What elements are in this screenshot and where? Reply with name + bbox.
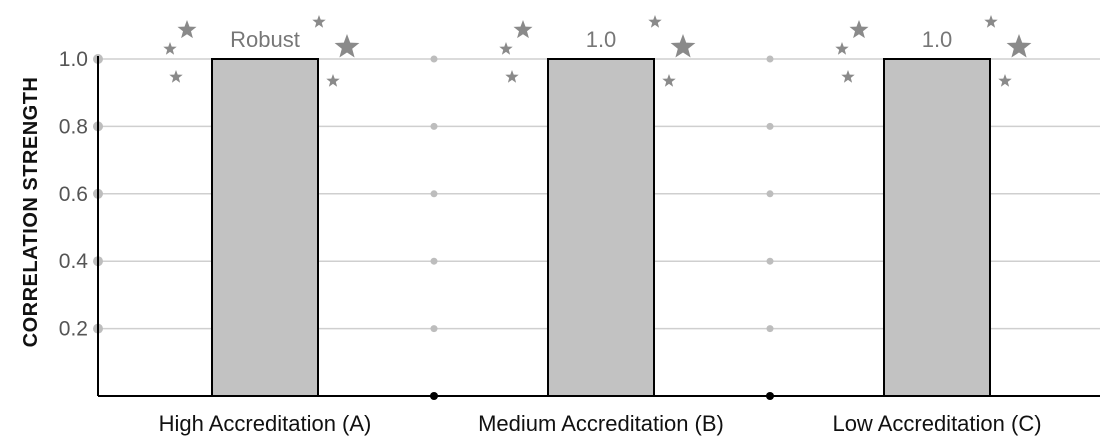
star-icon <box>662 74 676 87</box>
star-icon <box>1006 34 1032 58</box>
star-icon <box>499 42 513 55</box>
labels: 0.2 0.4 0.6 0.8 1.0 Robust High Accreditation … <box>59 27 1042 436</box>
y-axis-label: CORRELATION STRENGTH <box>20 77 42 348</box>
grid-dot <box>430 55 438 63</box>
bar-data-label: 1.0 <box>586 27 617 52</box>
grid-dot <box>766 257 774 265</box>
bar <box>211 58 319 397</box>
bar <box>547 58 655 397</box>
y-tick-label: 0.6 <box>59 183 88 206</box>
star-icon <box>849 20 869 39</box>
grid-dot <box>430 122 438 130</box>
bars <box>211 58 991 397</box>
star-icon <box>169 70 183 83</box>
axis-divider-dot <box>766 392 774 400</box>
y-tick-label: 0.2 <box>59 318 88 341</box>
axis-divider-dot <box>430 392 438 400</box>
grid-dot <box>766 55 774 63</box>
grid-dot <box>430 190 438 198</box>
grid-dot <box>766 190 774 198</box>
grid-dot <box>766 325 774 333</box>
y-tick-label: 0.4 <box>59 250 89 273</box>
star-icon <box>163 42 177 55</box>
y-tick-label: 0.8 <box>59 115 88 138</box>
star-icon <box>648 15 662 28</box>
star-icon <box>326 74 340 87</box>
bar-data-label: Robust <box>230 27 300 52</box>
grid-dot <box>766 122 774 130</box>
bar-data-label: 1.0 <box>922 27 953 52</box>
star-icon <box>513 20 533 39</box>
star-icon <box>984 15 998 28</box>
grid-dot <box>430 325 438 333</box>
star-decorations <box>163 15 1032 87</box>
x-category-label: Medium Accreditation (B) <box>478 411 724 436</box>
x-category-label: High Accreditation (A) <box>159 411 372 436</box>
star-icon <box>177 20 197 39</box>
bar <box>883 58 991 397</box>
star-icon <box>670 34 696 58</box>
star-icon <box>841 70 855 83</box>
y-tick-label: 1.0 <box>59 48 88 71</box>
star-icon <box>835 42 849 55</box>
x-category-label: Low Accreditation (C) <box>832 411 1041 436</box>
grid-dot <box>430 257 438 265</box>
star-icon <box>505 70 519 83</box>
star-icon <box>312 15 326 28</box>
star-icon <box>334 34 360 58</box>
star-icon <box>998 74 1012 87</box>
axes <box>97 56 1100 400</box>
